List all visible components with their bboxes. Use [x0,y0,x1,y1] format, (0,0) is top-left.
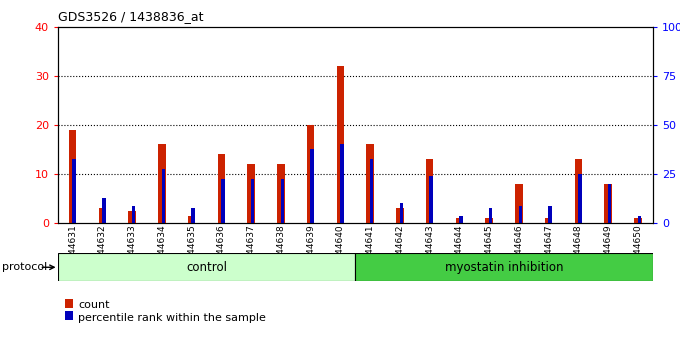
Bar [605,184,612,223]
Bar [459,216,462,223]
Bar [489,208,492,223]
Bar [515,184,523,223]
Bar [400,203,403,223]
Bar [188,216,195,223]
Bar [426,159,433,223]
Text: count: count [78,300,109,310]
Bar [355,253,653,281]
Bar [58,253,355,281]
Bar [340,144,343,223]
Bar [218,154,225,223]
Bar [72,159,76,223]
Bar [102,199,105,223]
Text: myostatin inhibition: myostatin inhibition [445,261,563,274]
Bar [132,206,135,223]
Bar [281,179,284,223]
Bar [277,164,285,223]
Bar [578,174,581,223]
Bar [486,218,493,223]
Bar [129,211,136,223]
Bar [429,176,433,223]
Bar [367,144,374,223]
Bar [519,206,522,223]
Bar [456,218,463,223]
Text: GDS3526 / 1438836_at: GDS3526 / 1438836_at [58,10,203,23]
Bar [162,169,165,223]
Bar [221,179,224,223]
Text: control: control [186,261,227,274]
Bar [608,184,611,223]
Bar [310,149,314,223]
Bar [337,66,344,223]
Bar [307,125,314,223]
Bar [548,206,552,223]
Bar [158,144,166,223]
Bar [575,159,582,223]
Bar [191,208,195,223]
Bar [370,159,373,223]
Bar [69,130,76,223]
Bar [99,208,106,223]
Bar [251,179,254,223]
Bar [638,216,641,223]
Bar [248,164,255,223]
Bar [545,218,552,223]
Text: percentile rank within the sample: percentile rank within the sample [78,313,266,322]
Text: protocol: protocol [2,262,48,272]
Bar [634,218,642,223]
Bar [396,208,404,223]
